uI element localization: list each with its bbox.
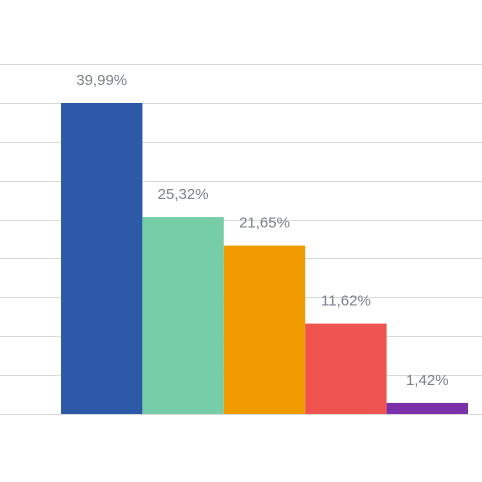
- value-label: 21,65%: [239, 215, 290, 232]
- value-label: 11,62%: [321, 293, 371, 310]
- bar: [142, 217, 224, 414]
- bar: [223, 245, 306, 414]
- bar: [386, 402, 468, 414]
- bar: [61, 102, 143, 414]
- bar: [305, 323, 387, 414]
- value-label: 1,42%: [406, 372, 449, 389]
- value-label: 25,32%: [158, 186, 209, 203]
- value-label: 39,99%: [76, 72, 127, 89]
